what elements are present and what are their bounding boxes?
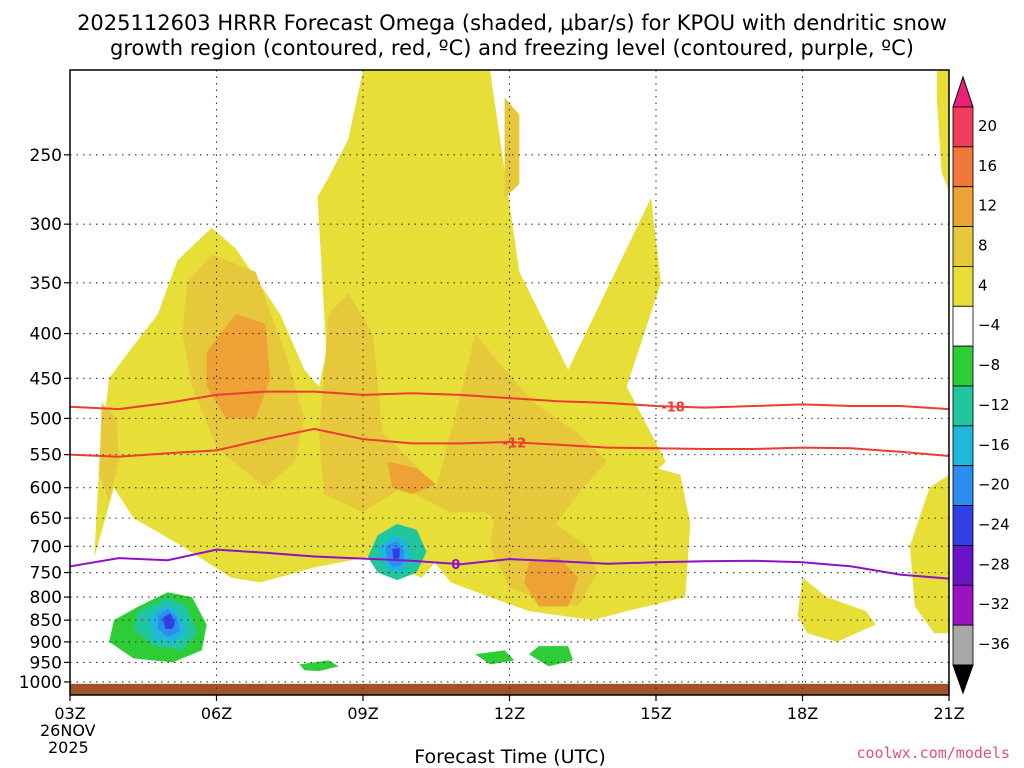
colorbar-label-0: 20 — [978, 117, 997, 135]
colorbar-swatch-11 — [952, 545, 974, 586]
colorbar-swatch-3 — [952, 226, 974, 267]
omega-pos4-right-edge — [909, 474, 949, 634]
colorbar-label-12: −32 — [978, 595, 1010, 613]
y-tick-label-900: 900 — [30, 633, 62, 653]
omega-neg4-right-bottom — [802, 666, 949, 679]
isotherm-0C-label: 0 — [451, 558, 460, 573]
y-tick-label-700: 700 — [30, 537, 62, 557]
omega-neg8-low-center — [529, 646, 573, 667]
plot-area: -18 -12 0 — [69, 69, 950, 696]
colorbar-label-3: 8 — [978, 237, 988, 255]
chart-title-line-2: growth region (contoured, red, ºC) and f… — [110, 36, 914, 60]
omega-neg4-left-low — [89, 567, 661, 677]
colorbar-label-1: 16 — [978, 157, 997, 175]
y-tick-label-550: 550 — [30, 446, 62, 466]
terrain-ground — [70, 683, 949, 695]
x-axis-title: Forecast Time (UTC) — [414, 746, 605, 768]
colorbar-swatch-10 — [952, 505, 974, 546]
colorbar-swatch-4 — [952, 266, 974, 307]
x-tick-label-21Z: 21Z — [933, 704, 964, 723]
colorbar-label-4: 4 — [978, 276, 988, 294]
omega-pos8-left-spot — [99, 402, 119, 501]
colorbar-swatch-7 — [952, 385, 974, 427]
omega-pos12-lower-spot — [524, 557, 578, 607]
colorbar-label-9: −20 — [978, 476, 1010, 494]
colorbar-swatch-5 — [952, 305, 974, 347]
isotherm--18C-label: -18 — [661, 401, 685, 416]
credit-link[interactable]: coolwx.com/models — [856, 744, 1010, 762]
y-axis: 2503003504004505005506006507007508008509… — [19, 146, 70, 693]
y-tick-label-350: 350 — [30, 274, 62, 294]
isotherm--18C — [70, 390, 949, 411]
y-tick-label-850: 850 — [30, 611, 62, 631]
colorbar-swatch-6 — [952, 345, 974, 387]
colorbar-swatch-8 — [952, 425, 974, 467]
y-tick-label-650: 650 — [30, 509, 62, 529]
y-tick-label-400: 400 — [30, 325, 62, 345]
colorbar-label-8: −16 — [978, 436, 1010, 454]
omega-neg4-small-oval — [680, 644, 730, 667]
date-label-year: 2025 — [48, 738, 89, 757]
omega-pos4-right-patch — [797, 577, 876, 642]
y-tick-label-300: 300 — [30, 215, 62, 235]
colorbar-label-6: −8 — [978, 356, 1000, 374]
omega-neg4-top-left — [240, 70, 363, 212]
colorbar-bottom-triangle — [952, 664, 974, 695]
omega-shading — [89, 70, 949, 679]
y-tick-label-250: 250 — [30, 146, 62, 166]
temperature-contours: -18 -12 0 — [70, 390, 949, 580]
omega-pos8-mid-band — [319, 293, 608, 547]
colorbar-label-11: −28 — [978, 555, 1010, 573]
colorbar-top-triangle — [952, 75, 974, 108]
y-tick-label-600: 600 — [30, 479, 62, 499]
colorbar-label-2: 12 — [978, 197, 997, 215]
colorbar-swatch-2 — [952, 186, 974, 227]
omega-neg24-cell — [392, 547, 400, 560]
x-tick-label-15Z: 15Z — [640, 704, 671, 723]
isotherm--12C — [70, 427, 949, 458]
omega-neg24-left — [162, 613, 175, 629]
y-tick-label-800: 800 — [30, 588, 62, 608]
x-tick-label-18Z: 18Z — [787, 704, 818, 723]
x-tick-label-09Z: 09Z — [347, 704, 378, 723]
y-tick-label-750: 750 — [30, 564, 62, 584]
isotherm-0C — [70, 548, 949, 580]
colorbar: 20 16 12 8 4 −4 −8 −12 −16 −20 −24 −28 −32 −36 — [952, 75, 1010, 695]
y-tick-label-1000: 1000 — [19, 673, 62, 693]
colorbar-swatch-9 — [952, 465, 974, 506]
colorbar-swatch-1 — [952, 146, 974, 188]
x-tick-label-12Z: 12Z — [494, 704, 525, 723]
omega-pos4-top-right-sliver — [936, 70, 949, 192]
y-tick-label-950: 950 — [30, 653, 62, 673]
isotherm--12C-label: -12 — [503, 436, 527, 451]
colorbar-label-7: −12 — [978, 396, 1010, 414]
grid-lines — [70, 70, 949, 695]
colorbar-label-10: −24 — [978, 516, 1010, 534]
x-axis: 03Z 06Z 09Z 12Z 15Z 18Z 21Z — [54, 695, 965, 723]
colorbar-swatch-12 — [952, 584, 974, 626]
omega-neg8-mid-spot — [475, 650, 515, 665]
colorbar-swatch-0 — [952, 106, 974, 148]
omega-neg4-small-blob — [695, 503, 720, 541]
chart-title-line-1: 2025112603 HRRR Forecast Omega (shaded, … — [77, 11, 947, 35]
y-tick-label-500: 500 — [30, 409, 62, 429]
omega-pos8-upper-sliver — [504, 97, 520, 198]
y-tick-label-450: 450 — [30, 369, 62, 389]
colorbar-label-13: −36 — [978, 635, 1010, 653]
colorbar-label-5: −4 — [978, 316, 1000, 334]
date-label-day: 26NOV — [40, 721, 96, 740]
colorbar-swatch-13 — [952, 624, 974, 666]
omega-pos12-mid-spot — [387, 461, 437, 494]
omega-neg8-upper-spot — [299, 660, 339, 672]
x-tick-label-06Z: 06Z — [201, 704, 232, 723]
x-tick-label-03Z: 03Z — [54, 704, 85, 723]
omega-neg4-right-tower — [792, 260, 881, 568]
